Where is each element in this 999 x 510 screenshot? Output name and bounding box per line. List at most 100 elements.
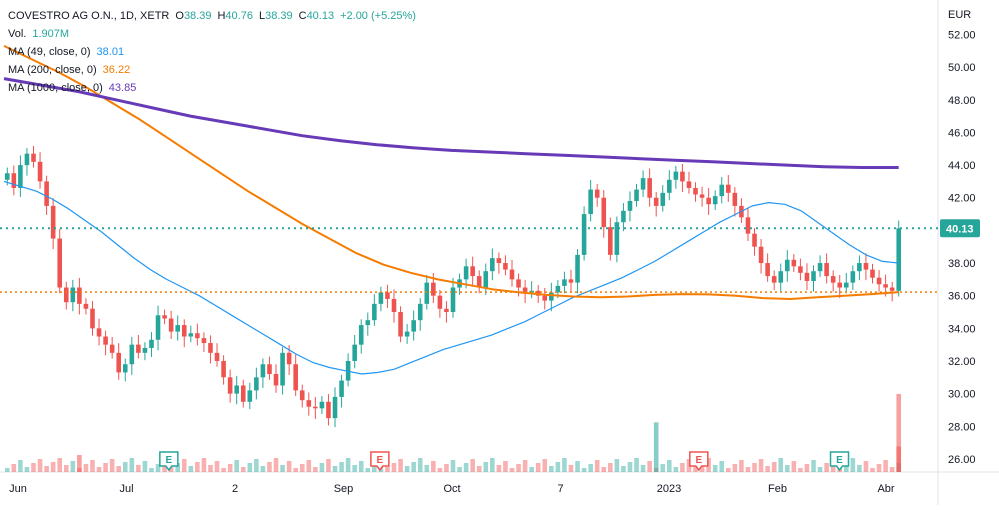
- candle-body: [726, 184, 731, 193]
- volume-bar: [568, 465, 574, 472]
- candle-body: [601, 197, 607, 228]
- ma200-line: [3, 44, 899, 300]
- candle-body: [791, 259, 797, 267]
- candle-body: [817, 263, 823, 272]
- svg-text:E: E: [377, 455, 384, 466]
- candle-body: [516, 279, 521, 288]
- candle-body: [752, 233, 757, 247]
- candle-body: [332, 396, 338, 419]
- volume-bar: [208, 465, 213, 472]
- legend-ma200-row[interactable]: MA (200, close, 0) 36.22: [8, 61, 416, 79]
- candle-body: [732, 192, 738, 206]
- volume-bar: [608, 463, 613, 472]
- volume-bar: [562, 458, 567, 472]
- open-label: O: [175, 10, 184, 22]
- legend-ma1000-row[interactable]: MA (1000, close, 0) 43.85: [8, 79, 416, 97]
- close-label: C: [298, 10, 307, 22]
- candle-body: [594, 189, 600, 198]
- volume-bar: [863, 461, 869, 472]
- legend-volume-row[interactable]: Vol. 1.907M: [8, 25, 416, 43]
- volume-bar: [522, 460, 528, 472]
- volume-bar: [843, 462, 849, 472]
- candle-body: [667, 179, 672, 193]
- candle-body: [358, 325, 364, 345]
- candle-body: [247, 390, 253, 402]
- candle-body: [319, 401, 325, 409]
- svg-text:E: E: [695, 455, 702, 466]
- close-value: 40.13: [306, 10, 335, 22]
- volume-bar: [686, 459, 692, 472]
- earnings-event-marker[interactable]: E: [829, 451, 850, 472]
- volume-bar: [640, 465, 646, 472]
- candle-body: [286, 352, 292, 365]
- volume-bar: [155, 464, 161, 472]
- volume-bar: [549, 466, 554, 472]
- candle-body: [765, 263, 770, 277]
- y-tick-label: 36.00: [948, 291, 976, 303]
- candle-body: [870, 269, 875, 278]
- candle-body: [168, 318, 174, 332]
- candle-body: [96, 328, 102, 337]
- candle-body: [254, 377, 259, 391]
- candle-body: [260, 364, 266, 378]
- candle-body: [280, 352, 285, 386]
- candle-body: [122, 364, 128, 373]
- low-label: L: [258, 10, 266, 22]
- currency-label[interactable]: EUR: [948, 9, 972, 21]
- volume-bar: [299, 464, 305, 472]
- high-value: 40.76: [225, 10, 253, 22]
- volume-bar: [221, 468, 226, 472]
- candle-body: [581, 214, 587, 255]
- candle-body: [11, 173, 17, 188]
- volume-bar: [726, 468, 731, 472]
- candle-body: [116, 352, 122, 373]
- candle-body: [562, 279, 567, 286]
- candle-body: [398, 312, 403, 337]
- volume-bar: [181, 459, 187, 472]
- legend-ohlc-row: COVESTRO AG O.N., 1D, XETR O 38.39 H 40.76…: [8, 7, 416, 25]
- volume-bar: [50, 462, 56, 472]
- volume-bar: [876, 464, 882, 472]
- candle-body: [712, 196, 718, 205]
- candle-body: [876, 277, 882, 285]
- candle-body: [522, 287, 528, 293]
- candle-body: [175, 325, 180, 332]
- low-value: 38.39: [265, 10, 293, 22]
- volume-bar: [798, 468, 803, 472]
- volume-bar: [116, 466, 122, 472]
- candle-body: [162, 315, 167, 319]
- volume-bar: [44, 466, 49, 472]
- earnings-event-marker[interactable]: E: [159, 451, 179, 472]
- volume-bar: [424, 465, 430, 472]
- candle-body: [758, 246, 764, 264]
- volume-bar: [791, 461, 797, 472]
- candle-body: [837, 282, 843, 288]
- volume-bar: [699, 462, 705, 472]
- volume-bar: [706, 458, 711, 472]
- earnings-event-marker[interactable]: E: [689, 451, 709, 472]
- earnings-event-marker[interactable]: E: [370, 451, 390, 472]
- candle-body: [850, 271, 856, 283]
- volume-label: Vol.: [8, 28, 27, 40]
- ma200-value: 36.22: [102, 64, 131, 76]
- volume-bar: [667, 460, 672, 472]
- candle-body: [417, 303, 423, 321]
- high-label: H: [217, 10, 226, 22]
- volume-bar: [319, 463, 325, 472]
- legend-ma49-row[interactable]: MA (49, close, 0) 38.01: [8, 43, 416, 61]
- candle-body: [431, 282, 436, 296]
- candle-body: [784, 259, 790, 272]
- candle-body: [129, 344, 135, 365]
- volume-spike-bar: [653, 422, 659, 472]
- candle-body: [857, 263, 862, 272]
- volume-bar: [883, 460, 888, 472]
- candle-body: [673, 171, 679, 180]
- candle-body: [50, 205, 56, 239]
- candle-body: [306, 400, 312, 407]
- volume-bar: [96, 467, 102, 472]
- volume-bar: [240, 467, 246, 472]
- y-tick-label: 38.00: [948, 258, 976, 270]
- symbol-label[interactable]: COVESTRO AG O.N., 1D, XETR: [8, 10, 170, 22]
